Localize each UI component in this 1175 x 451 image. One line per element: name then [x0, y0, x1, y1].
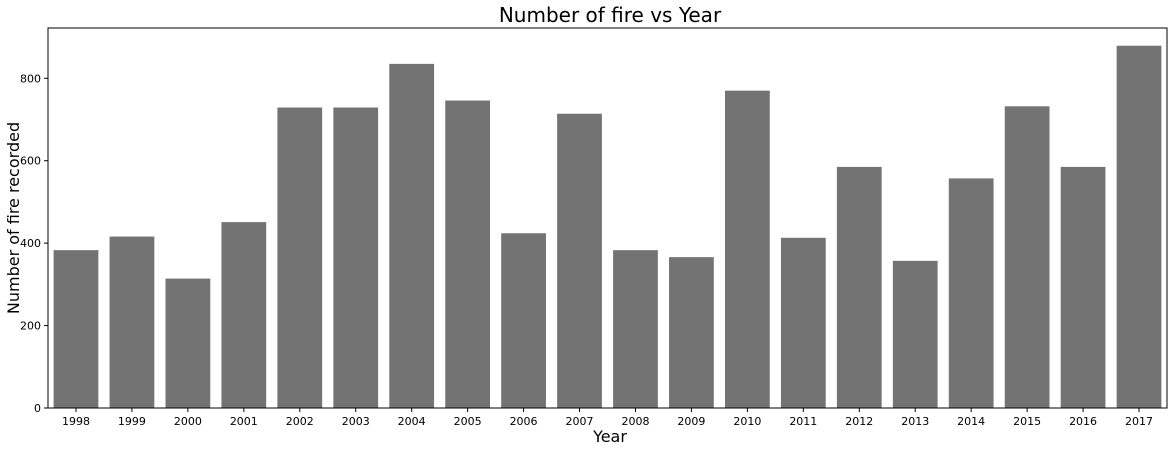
- bar-2016: [1060, 166, 1106, 408]
- bar-2009: [669, 257, 714, 408]
- x-tick-label: 1999: [118, 415, 146, 428]
- bar-2008: [613, 250, 658, 408]
- bar-2010: [725, 90, 770, 409]
- y-tick-label: 800: [20, 72, 41, 85]
- x-tick-label: 2002: [286, 415, 314, 428]
- bar-2007: [557, 113, 602, 408]
- x-tick-label: 2012: [845, 415, 873, 428]
- y-tick-label: 400: [20, 237, 41, 250]
- bar-2005: [445, 100, 491, 408]
- bars-group: [53, 45, 1162, 409]
- bar-2002: [277, 107, 323, 408]
- plot-frame: [47, 27, 1168, 409]
- bar-2004: [389, 63, 435, 409]
- bar-2014: [948, 178, 994, 408]
- y-axis-label: Number of fire recorded: [4, 122, 23, 314]
- x-axis-label: Year: [592, 427, 627, 446]
- y-tick-label: 200: [20, 320, 41, 333]
- x-tick-label: 2016: [1069, 415, 1097, 428]
- x-tick-label: 2014: [957, 415, 985, 428]
- y-tick-label: 0: [34, 402, 41, 415]
- x-tick-label: 2005: [454, 415, 482, 428]
- x-tick-label: 2015: [1013, 415, 1041, 428]
- bar-2011: [780, 237, 826, 408]
- x-tick-label: 2010: [733, 415, 761, 428]
- x-tick-label: 2004: [398, 415, 426, 428]
- x-tick-label: 1998: [62, 415, 90, 428]
- x-tick-label: 2009: [677, 415, 705, 428]
- bar-1998: [53, 250, 99, 408]
- bar-2015: [1004, 106, 1050, 408]
- x-tick-label: 2008: [621, 415, 649, 428]
- x-tick-label: 2006: [510, 415, 538, 428]
- x-axis-ticks: 1998 1999 2000 2001 2002 2003 2004 2005 2006 2007…: [62, 408, 1153, 428]
- x-tick-label: 2001: [230, 415, 258, 428]
- x-tick-label: 2007: [566, 415, 594, 428]
- bar-2013: [892, 260, 938, 408]
- bar-2001: [221, 222, 267, 408]
- y-tick-label: 600: [20, 155, 41, 168]
- bar-2003: [333, 107, 379, 408]
- bar-2006: [501, 233, 546, 408]
- y-axis-ticks: 0 200 400 600 800: [20, 72, 48, 415]
- bar-2017: [1116, 45, 1162, 408]
- bar-2012: [836, 166, 882, 408]
- x-tick-label: 2013: [901, 415, 929, 428]
- bar-2000: [165, 278, 211, 408]
- bar-1999: [109, 236, 155, 408]
- x-tick-label: 2000: [174, 415, 202, 428]
- x-tick-label: 2011: [789, 415, 817, 428]
- x-tick-label: 2017: [1125, 415, 1153, 428]
- chart-title: Number of fire vs Year: [499, 3, 722, 27]
- x-tick-label: 2003: [342, 415, 370, 428]
